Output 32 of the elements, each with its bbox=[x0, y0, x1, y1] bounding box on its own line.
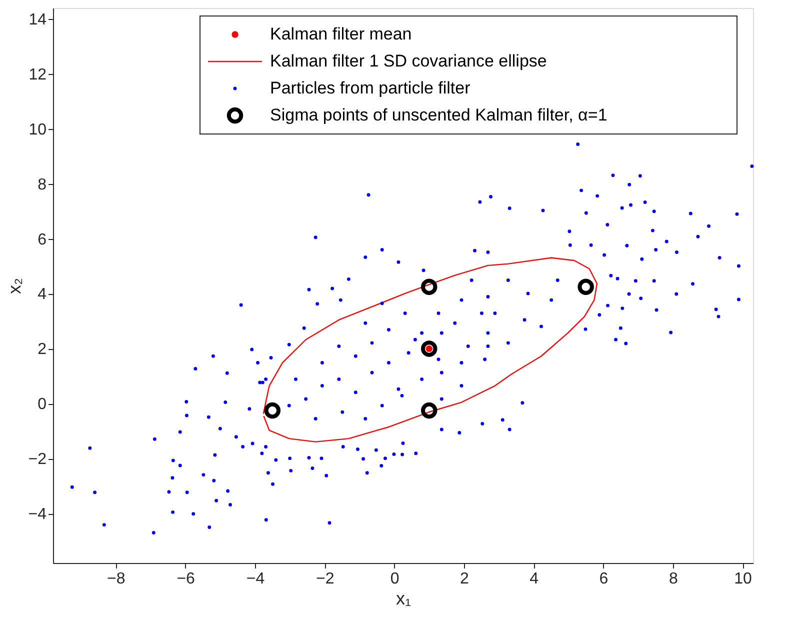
x-tick-label: 6 bbox=[599, 570, 608, 588]
line-series bbox=[262, 257, 598, 442]
legend-label: Kalman filter 1 SD covariance ellipse bbox=[270, 52, 547, 70]
x-tick-label: −6 bbox=[176, 570, 196, 588]
x-tick-label: 8 bbox=[668, 570, 678, 588]
point bbox=[420, 402, 438, 419]
x-tick-label: −4 bbox=[246, 570, 265, 588]
y-tick-label: 6 bbox=[38, 231, 47, 248]
y-tick-label: 12 bbox=[28, 66, 47, 84]
point bbox=[264, 402, 281, 419]
point bbox=[420, 278, 438, 295]
x-tick-label: −8 bbox=[107, 570, 126, 588]
y-tick-label: 8 bbox=[38, 176, 47, 194]
y-axis-title: x₂ bbox=[4, 278, 24, 294]
x-tick-label: −2 bbox=[316, 570, 334, 588]
legend-label: Particles from particle filter bbox=[270, 78, 471, 98]
y-tick-label: 0 bbox=[38, 396, 47, 414]
x-tick-label: 10 bbox=[734, 570, 752, 588]
y-tick-label: 4 bbox=[38, 286, 47, 304]
x-tick-label: 4 bbox=[530, 570, 539, 588]
y-tick-label: 14 bbox=[28, 11, 47, 28]
point bbox=[578, 278, 594, 295]
y-tick-label: 2 bbox=[38, 341, 47, 358]
x-tick-label: 0 bbox=[390, 570, 400, 588]
legend-label: Sigma points of unscented Kalman filter, α=1 bbox=[270, 106, 608, 124]
y-tick-label: −2 bbox=[28, 451, 47, 468]
x-axis-title: x₁ bbox=[396, 588, 412, 608]
y-tick-label: 10 bbox=[28, 121, 47, 138]
x-tick-label: 2 bbox=[460, 570, 469, 588]
legend-label: Kalman filter mean bbox=[270, 24, 412, 44]
point bbox=[420, 340, 438, 357]
y-tick-label: −4 bbox=[28, 506, 47, 524]
